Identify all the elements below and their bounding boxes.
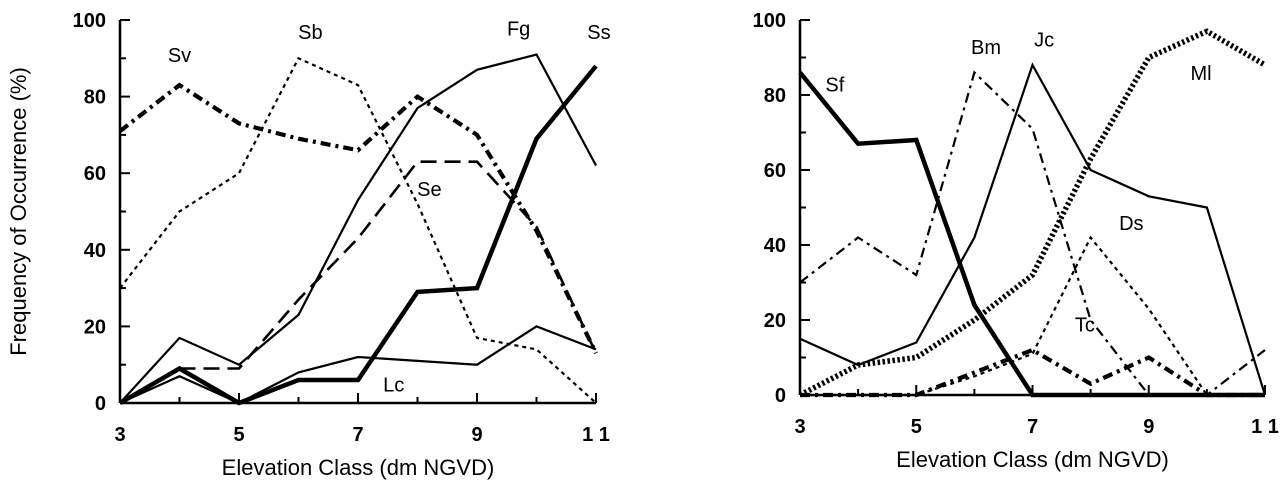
right-y-tick-label: 40 <box>764 235 786 257</box>
right-series-tc-line <box>800 347 1265 398</box>
left-series-sv-line <box>118 82 598 355</box>
right-series-ds-line <box>800 235 1265 397</box>
right-series-jc-label: Jc <box>1034 29 1054 51</box>
left-chart-panel: 0 20 40 60 80 100 3 5 7 9 1 1 Elevation Class (dm N… <box>6 10 611 480</box>
left-y-tick-label: 20 <box>84 316 106 338</box>
right-series-bm-line <box>799 70 1266 397</box>
left-y-axis-title: Frequency of Occurrence (%) <box>6 67 31 356</box>
left-x-tick-label: 5 <box>233 424 244 446</box>
left-series-lc-line <box>119 325 597 405</box>
left-series-se-line <box>179 160 598 370</box>
left-series-sb-label: Sb <box>298 22 322 44</box>
left-series-se-label: Se <box>417 179 441 201</box>
right-y-tick-label: 60 <box>764 160 786 182</box>
left-x-tick-label: 7 <box>352 424 363 446</box>
right-x-tick-label: 9 <box>1143 416 1154 438</box>
right-chart-panel: 0 20 40 60 80 100 3 5 7 9 1 1 Elevation Class (dm N… <box>753 10 1279 472</box>
right-y-tick-label: 20 <box>764 310 786 332</box>
left-y-tick-label: 60 <box>84 163 106 185</box>
right-y-tick-label: 80 <box>764 85 786 107</box>
right-x-tick-label: 3 <box>794 416 805 438</box>
left-series-ss-label: Ss <box>587 22 610 44</box>
left-y-tick-label: 100 <box>73 10 106 32</box>
right-series-ml-line <box>798 28 1267 398</box>
right-x-tick-label: 5 <box>911 416 922 438</box>
left-x-axis-title: Elevation Class (dm NGVD) <box>222 455 495 480</box>
right-y-tick-label: 100 <box>753 10 786 32</box>
left-x-tick-label: 1 1 <box>582 424 610 446</box>
left-series-ss-line <box>118 64 598 406</box>
right-series-ml-label: Ml <box>1191 63 1212 85</box>
left-series-lc-label: Lc <box>383 375 404 397</box>
right-x-axis-title: Elevation Class (dm NGVD) <box>896 447 1169 472</box>
right-series-tc-label: Tc <box>1075 314 1095 336</box>
right-y-tick-label: 0 <box>775 385 786 407</box>
left-y-tick-label: 40 <box>84 240 106 262</box>
left-x-tick-label: 9 <box>471 424 482 446</box>
right-series-jc-line <box>799 62 1267 396</box>
left-y-tick-label: 80 <box>84 87 106 109</box>
left-x-tick-label: 3 <box>114 424 125 446</box>
left-series-sb-line <box>119 56 597 404</box>
right-series-sf-label: Sf <box>825 74 844 96</box>
left-series-sv-label: Sv <box>168 45 191 67</box>
left-series-fg-label: Fg <box>507 18 530 40</box>
right-x-tick-label: 1 1 <box>1251 416 1279 438</box>
left-y-tick-label: 0 <box>95 393 106 415</box>
left-series-fg-line <box>119 53 597 404</box>
right-series-bm-label: Bm <box>971 37 1001 59</box>
right-x-tick-label: 7 <box>1027 416 1038 438</box>
right-series-ds-label: Ds <box>1119 213 1143 235</box>
right-series-sf-line <box>798 71 1265 398</box>
